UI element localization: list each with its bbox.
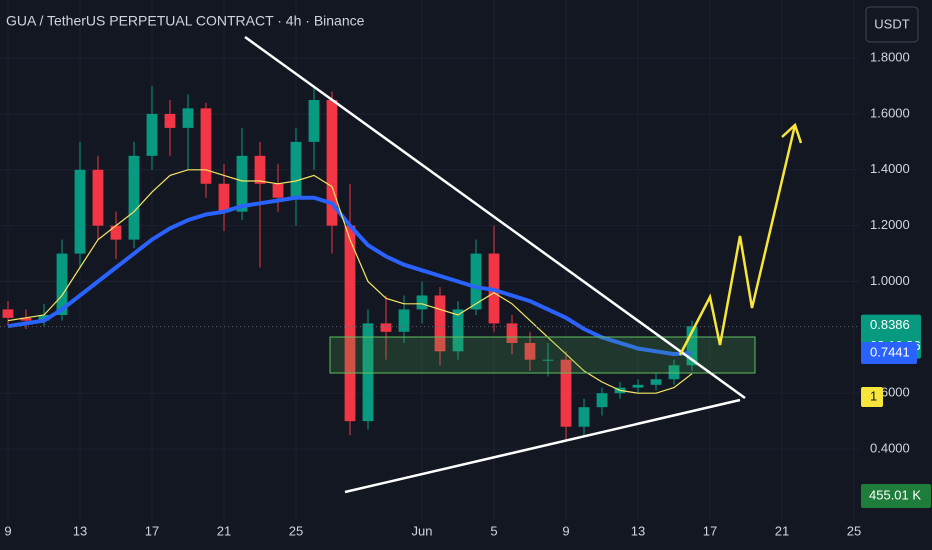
- x-tick-label: 17: [703, 523, 717, 538]
- y-tick-label: 1.0000: [870, 273, 910, 288]
- candle-body: [344, 225, 356, 422]
- volume-badge: [861, 484, 931, 508]
- x-tick-label: Jun: [412, 523, 433, 538]
- x-tick-label: 9: [562, 523, 569, 538]
- x-tick-label: 13: [631, 523, 645, 538]
- candle-body: [362, 323, 374, 422]
- y-tick-label: 1.2000: [870, 217, 910, 232]
- moving-average: [7, 169, 693, 394]
- ma-badge-label: 0.7441: [870, 344, 910, 359]
- candle-body: [290, 141, 302, 198]
- ma2-badge-label: 1: [870, 388, 877, 403]
- x-tick-label: 21: [217, 523, 231, 538]
- candle-body: [416, 295, 428, 310]
- candle-body: [470, 253, 482, 310]
- candle-body: [272, 183, 284, 198]
- candle-body: [560, 359, 572, 427]
- candle-body: [128, 155, 140, 240]
- candle-body: [650, 379, 662, 385]
- candle-body: [2, 309, 14, 318]
- candle-body: [434, 295, 446, 352]
- x-tick-label: 17: [145, 523, 159, 538]
- candle-body: [686, 326, 698, 366]
- trendline: [344, 398, 741, 494]
- candle-body: [110, 225, 122, 240]
- candle-body: [452, 309, 464, 352]
- candle-body: [200, 108, 212, 184]
- candle-body: [398, 309, 410, 332]
- ma-badge: [861, 341, 917, 364]
- y-tick-label: 0.4000: [870, 441, 910, 456]
- x-tick-label: 13: [73, 523, 87, 538]
- candle-body: [56, 253, 68, 316]
- currency-label[interactable]: USDT: [874, 16, 909, 31]
- plot-area: [0, 0, 860, 520]
- candle-body: [236, 155, 248, 212]
- arrow-head: [781, 122, 803, 144]
- candle-body: [74, 169, 86, 254]
- candle-body: [668, 365, 680, 380]
- y-tick-label: 1.4000: [870, 161, 910, 176]
- candle-body: [254, 155, 266, 184]
- projection-path: [678, 124, 797, 356]
- moving-average: [7, 195, 693, 357]
- candle-body: [596, 393, 608, 408]
- y-tick-label: 1.8000: [870, 50, 910, 65]
- zone-box: [329, 336, 756, 374]
- axes: 1.80001.60001.40001.20001.00000.60000.40…: [4, 0, 932, 550]
- x-tick-label: 9: [4, 523, 11, 538]
- x-tick-label: 25: [847, 523, 861, 538]
- candle-body: [326, 99, 338, 226]
- x-tick-label: 21: [775, 523, 789, 538]
- x-tick-label: 25: [289, 523, 303, 538]
- trendline: [244, 35, 746, 400]
- candle-body: [308, 99, 320, 142]
- candle-body: [164, 113, 176, 128]
- candle-body: [146, 113, 158, 156]
- x-tick-label: 5: [490, 523, 497, 538]
- volume-label: 455.01 K: [869, 487, 921, 502]
- candle-body: [218, 183, 230, 212]
- price-axis: [860, 0, 932, 550]
- currency-button[interactable]: [865, 6, 919, 43]
- last-price-label: 0.8386: [870, 317, 910, 332]
- y-tick-label: 1.6000: [870, 105, 910, 120]
- candle-body: [380, 323, 392, 332]
- candle-body: [20, 317, 32, 321]
- candle-body: [38, 315, 50, 321]
- candle-body: [506, 323, 518, 343]
- candle-body: [632, 384, 644, 388]
- candle-body: [182, 108, 194, 128]
- candle-body: [542, 359, 554, 361]
- candle-body: [524, 342, 536, 360]
- ma2-badge: [861, 387, 883, 407]
- chart-title: GUA / TetherUS PERPETUAL CONTRACT · 4h ·…: [6, 13, 365, 29]
- candle-body: [92, 169, 104, 226]
- candle-body: [578, 407, 590, 427]
- drawings: [244, 35, 803, 494]
